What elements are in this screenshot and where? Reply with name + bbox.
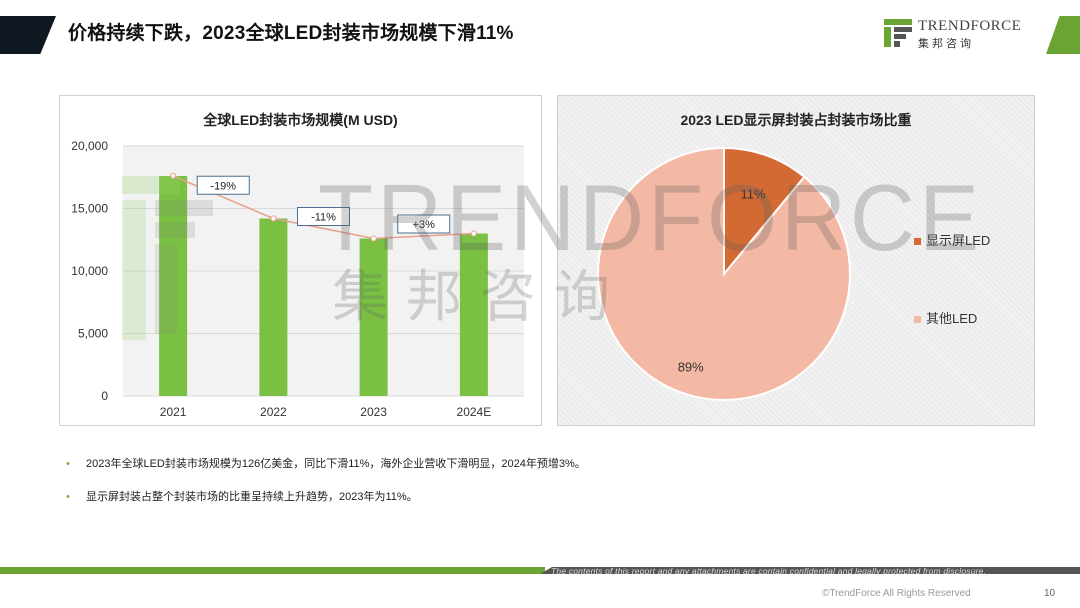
y-tick-label: 0 — [101, 389, 108, 403]
growth-label-box — [297, 207, 350, 226]
trendforce-logo: TRENDFORCE 集邦咨询 — [884, 17, 1024, 51]
market-size-chart: 全球LED封装市场规模(M USD) 0 5,000 10,000 15,000 20,… — [59, 95, 542, 426]
logo-text: TRENDFORCE — [918, 18, 1022, 34]
bullet-list: • 2023年全球LED封装市场规模为126亿美金，同比下滑11%，海外企业营收… — [66, 455, 586, 521]
bar-chart-svg: 0 5,000 10,000 15,000 20,000 2021 2022 2023 2024… — [71, 139, 524, 419]
x-tick-label: 2022 — [260, 405, 287, 419]
chart-title: 全球LED封装市场规模(M USD) — [203, 112, 398, 128]
bullet-dot: • — [66, 458, 70, 470]
footer-dark-bar — [540, 567, 1080, 574]
pie-value-label: 89% — [678, 359, 704, 374]
footer-green-bar — [0, 567, 545, 574]
bar — [159, 176, 188, 396]
growth-label: -19% — [210, 180, 236, 192]
bullet-item: • 显示屏封装占整个封装市场的比重呈持续上升趋势，2023年为11%。 — [66, 488, 586, 506]
chart-title: 2023 LED显示屏封装占封装市场比重 — [680, 112, 912, 128]
pie-slice — [723, 146, 806, 277]
copyright: ©TrendForce All Rights Reserved — [822, 588, 971, 599]
corner-accent-left — [0, 16, 56, 54]
legend-swatch — [914, 238, 921, 245]
x-tick-label: 2021 — [160, 405, 187, 419]
logo-mark-icon — [884, 19, 912, 47]
growth-label-box — [196, 175, 250, 195]
corner-accent-right — [1046, 16, 1080, 54]
y-tick-label: 10,000 — [71, 264, 108, 278]
legend-label: 其他LED — [926, 311, 977, 326]
growth-label: +3% — [413, 219, 436, 231]
bullet-dot: • — [66, 491, 70, 503]
y-tick-label: 20,000 — [71, 139, 108, 153]
bullet-text: 2023年全球LED封装市场规模为126亿美金，同比下滑11%，海外企业营收下滑… — [86, 458, 586, 470]
growth-label: -11% — [311, 212, 336, 224]
pie-chart-svg: 11% 89% 显示屏LED 其他LED — [597, 146, 990, 401]
x-tick-label: 2024E — [457, 405, 492, 419]
y-tick-label: 15,000 — [71, 202, 108, 216]
legend-swatch — [914, 316, 921, 323]
bar — [359, 238, 388, 396]
growth-label-box — [397, 214, 451, 234]
trend-point — [470, 230, 477, 237]
pie-slice — [597, 146, 851, 401]
footer-band — [0, 567, 1080, 574]
x-tick-label: 2023 — [360, 405, 387, 419]
display-share-chart: 2023 LED显示屏封装占封装市场比重 11% 89% 显示屏LED 其他LED — [557, 95, 1035, 426]
trend-point — [270, 215, 277, 222]
bullet-text: 显示屏封装占整个封装市场的比重呈持续上升趋势，2023年为11%。 — [86, 491, 418, 503]
bullet-item: • 2023年全球LED封装市场规模为126亿美金，同比下滑11%，海外企业营收… — [66, 455, 586, 473]
y-tick-label: 5,000 — [78, 327, 108, 341]
trend-point — [370, 235, 377, 242]
slide-title: 价格持续下跌，2023全球LED封装市场规模下滑11% — [68, 23, 514, 44]
bar — [459, 233, 488, 396]
trend-line — [172, 175, 474, 240]
trend-point — [170, 172, 177, 180]
logo-subtext: 集邦咨询 — [918, 38, 974, 50]
legend-label: 显示屏LED — [926, 233, 990, 248]
disclaimer: The contents of this report and any atta… — [551, 567, 987, 575]
pie-value-label: 11% — [740, 186, 765, 201]
page-number: 10 — [1044, 588, 1056, 599]
bar — [259, 218, 288, 396]
